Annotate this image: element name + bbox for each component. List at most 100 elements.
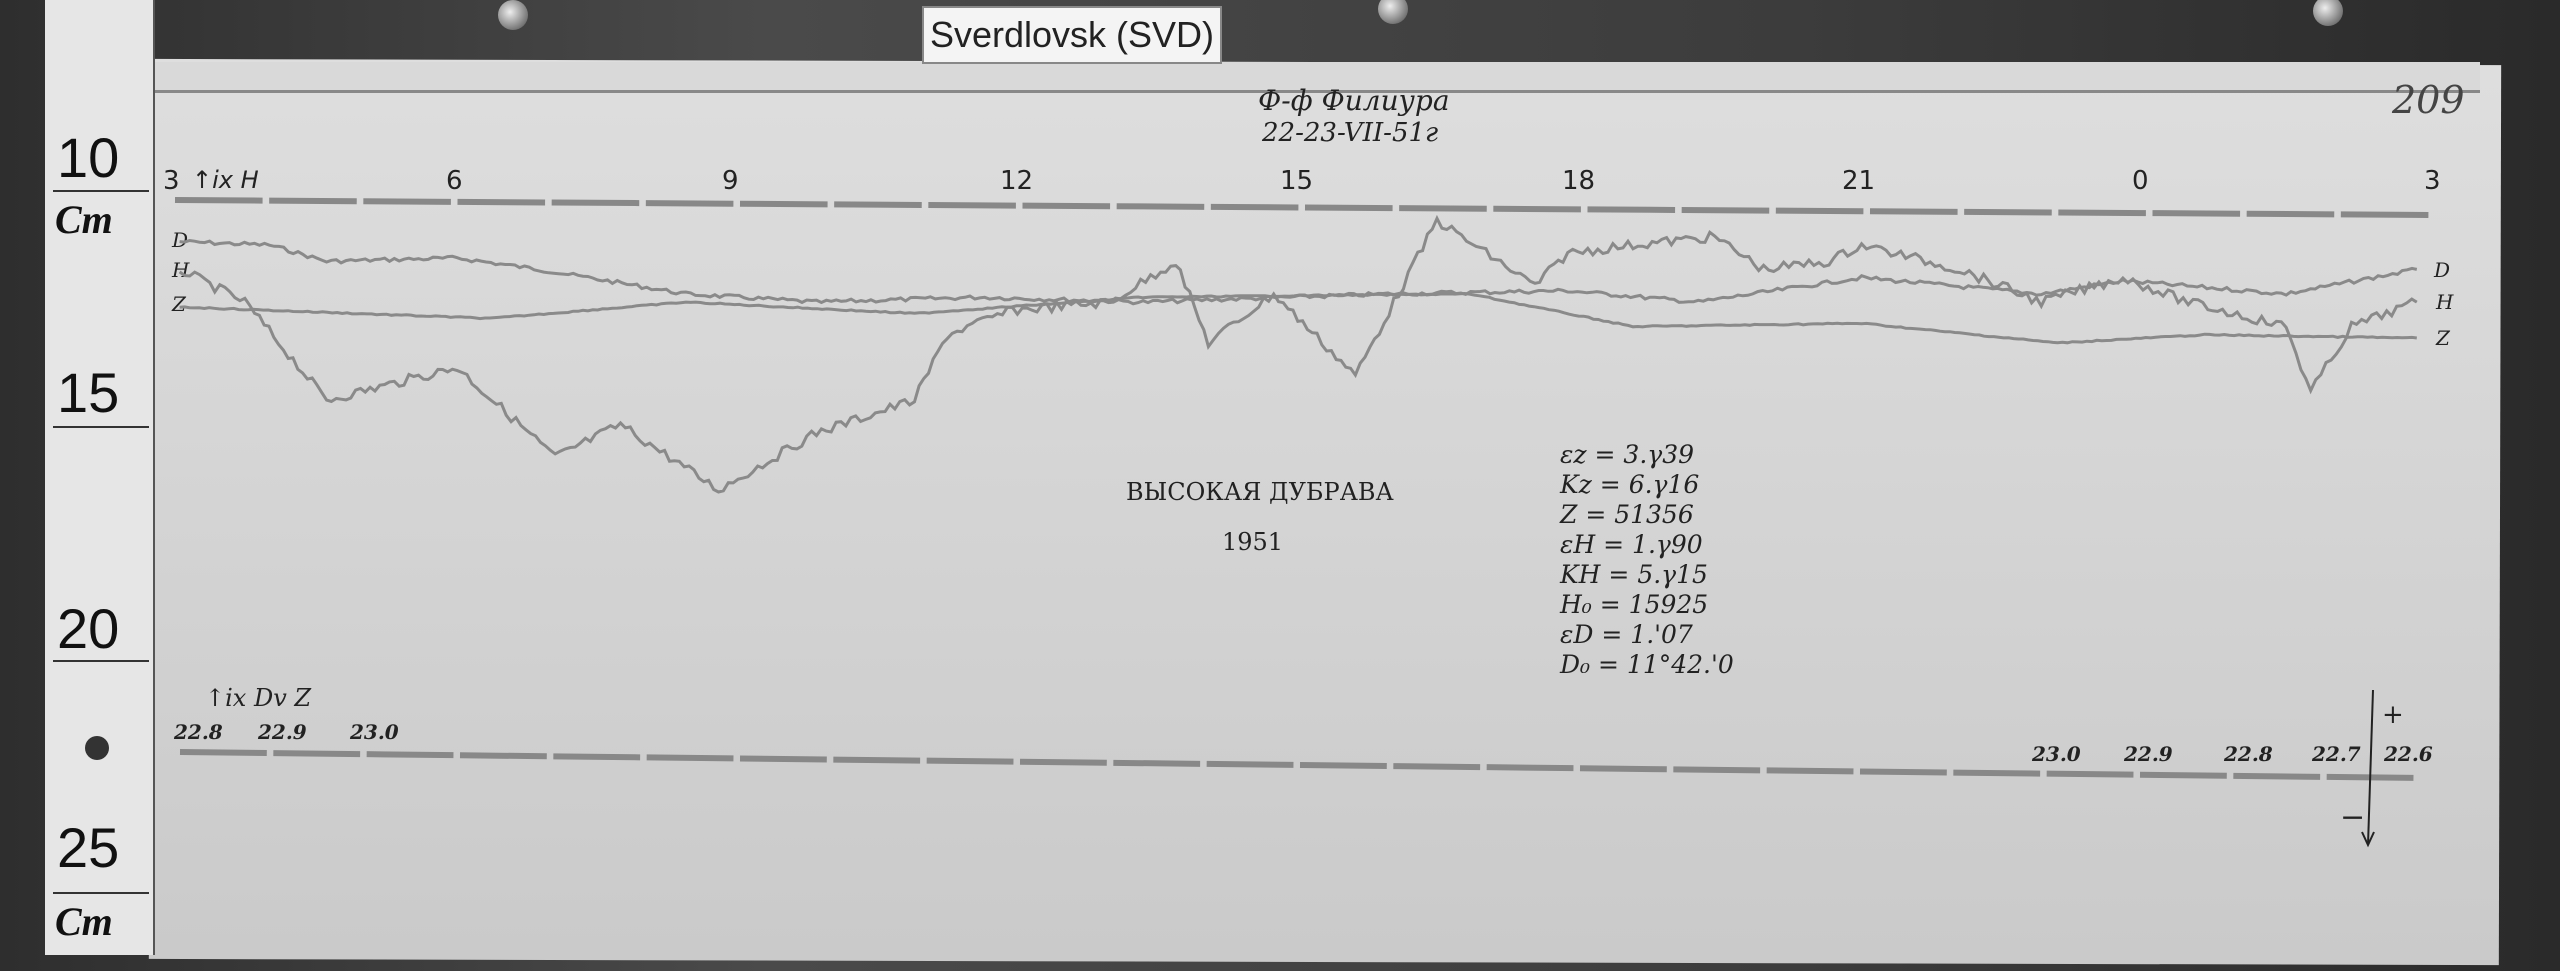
baseline-segment bbox=[363, 198, 451, 205]
baseline-segment bbox=[1116, 203, 1205, 210]
baseline-segment bbox=[1673, 766, 1761, 774]
header-date: 22-23-VII-51г bbox=[1262, 118, 1439, 148]
ruler-tick bbox=[53, 892, 149, 894]
hour-baseline bbox=[174, 197, 2429, 218]
baseline-label: 22.6 bbox=[2384, 742, 2433, 766]
screw-icon bbox=[2313, 0, 2343, 26]
baseline-segment bbox=[2233, 772, 2321, 780]
bottom-baseline bbox=[179, 749, 2414, 781]
baseline-segment bbox=[2058, 209, 2146, 217]
ruler-mark: 15 bbox=[57, 361, 120, 424]
constant-kh: KH = 5.γ15 bbox=[1560, 560, 1708, 589]
baseline-label: 22.9 bbox=[258, 720, 307, 744]
ruler-mark: 10 bbox=[57, 126, 120, 189]
baseline-segment bbox=[1206, 760, 1294, 768]
hour-label: 6 bbox=[446, 166, 463, 196]
baseline-segment bbox=[1399, 205, 1487, 212]
plus-sign: + bbox=[2382, 700, 2404, 730]
ruler-tick bbox=[53, 660, 149, 662]
trace-label-h-right: H bbox=[2436, 290, 2454, 314]
baseline-segment bbox=[273, 750, 361, 758]
place-name: ВЫСОКАЯ ДУБРАВА bbox=[1126, 478, 1394, 506]
hour-label: 9 bbox=[722, 166, 739, 196]
baseline-segment bbox=[1022, 202, 1111, 210]
hour-label: 15 bbox=[1280, 166, 1314, 196]
hour-label: 3 bbox=[2424, 166, 2441, 196]
baseline-segment bbox=[551, 199, 640, 207]
baseline-segment bbox=[1113, 759, 1201, 767]
ruler-hole bbox=[85, 736, 109, 760]
baseline-segment bbox=[179, 749, 267, 757]
baseline-segment bbox=[2139, 771, 2227, 779]
baseline-segment bbox=[457, 198, 546, 206]
constant-z0: Z = 51356 bbox=[1560, 500, 1694, 529]
ruler-tick bbox=[53, 426, 149, 428]
baseline-segment bbox=[1579, 765, 1667, 773]
trace-label-d-right: D bbox=[2434, 258, 2451, 282]
baseline-segment bbox=[645, 200, 734, 207]
trace-label-z-right: Z bbox=[2436, 326, 2450, 350]
constant-h0: H₀ = 15925 bbox=[1560, 590, 1709, 619]
ruler-tick bbox=[53, 190, 149, 192]
minus-sign: − bbox=[2340, 800, 2366, 835]
trace-h bbox=[178, 214, 2418, 494]
baseline-note: ↑ix Dv Z bbox=[205, 684, 312, 712]
baseline-segment bbox=[1869, 208, 1958, 215]
baseline-segment bbox=[553, 753, 641, 761]
baseline-segment bbox=[2046, 770, 2134, 778]
baseline-segment bbox=[366, 751, 454, 759]
baseline-segment bbox=[739, 200, 828, 208]
baseline-segment bbox=[1964, 208, 2052, 216]
baseline-segment bbox=[459, 752, 547, 760]
baseline-segment bbox=[833, 756, 921, 764]
constant-eh: εH = 1.γ90 bbox=[1560, 530, 1703, 559]
baseline-segment bbox=[1304, 204, 1393, 212]
baseline-segment bbox=[2152, 210, 2241, 217]
ruler-unit: Cm bbox=[55, 197, 113, 242]
baseline-segment bbox=[1486, 764, 1574, 772]
constant-kz: Kz = 6.γ16 bbox=[1560, 470, 1700, 499]
baseline-segment bbox=[1210, 203, 1299, 211]
baseline-label: 22.8 bbox=[2224, 742, 2273, 766]
ruler-unit: Cm bbox=[55, 899, 113, 944]
baseline-segment bbox=[269, 197, 357, 205]
screw-icon bbox=[1378, 0, 1408, 24]
baseline-segment bbox=[834, 201, 922, 208]
baseline-label: 22.7 bbox=[2312, 742, 2361, 766]
hour-label: 18 bbox=[1562, 166, 1596, 196]
trace-label-d-left: D bbox=[172, 228, 189, 252]
calibration-constants: εz = 3.γ39 Kz = 6.γ16 Z = 51356 εH = 1.γ… bbox=[1560, 440, 1734, 680]
baseline-segment bbox=[928, 202, 1016, 209]
baseline-segment bbox=[1859, 768, 1947, 776]
constant-d0: D₀ = 11°42.'0 bbox=[1560, 650, 1734, 679]
ruler: 10 Cm 15 20 25 Cm bbox=[45, 0, 155, 955]
baseline-segment bbox=[2246, 210, 2335, 218]
header-observatory: Ф-ф Филиура bbox=[1258, 84, 1450, 117]
trace-z bbox=[179, 291, 2417, 345]
paper-top-strip bbox=[150, 62, 2480, 93]
ruler-mark: 25 bbox=[57, 816, 120, 879]
constant-ed: εD = 1.'07 bbox=[1560, 620, 1693, 649]
baseline-segment bbox=[926, 757, 1014, 765]
hour-label: 21 bbox=[1842, 166, 1876, 196]
baseline-segment bbox=[174, 197, 263, 204]
arrow-head-icon bbox=[2361, 831, 2375, 848]
baseline-segment bbox=[1775, 207, 1864, 215]
baseline-label: 22.8 bbox=[174, 720, 223, 744]
constant-ez: εz = 3.γ39 bbox=[1560, 440, 1695, 469]
baseline-segment bbox=[1766, 767, 1854, 775]
baseline-segment bbox=[1953, 769, 2041, 777]
baseline-segment bbox=[646, 754, 734, 762]
baseline-segment bbox=[1587, 206, 1676, 213]
baseline-segment bbox=[739, 755, 827, 763]
hour-label: 0 bbox=[2132, 166, 2149, 196]
hour-label: 3 bbox=[163, 166, 180, 196]
baseline-segment bbox=[1681, 207, 1770, 214]
ruler-mark: 20 bbox=[57, 597, 120, 660]
year: 1951 bbox=[1222, 528, 1284, 556]
baseline-segment bbox=[2340, 211, 2429, 218]
baseline-label: 22.9 bbox=[2124, 742, 2173, 766]
station-label: Sverdlovsk (SVD) bbox=[922, 6, 1222, 64]
polarity-arrow-icon bbox=[2367, 689, 2374, 846]
